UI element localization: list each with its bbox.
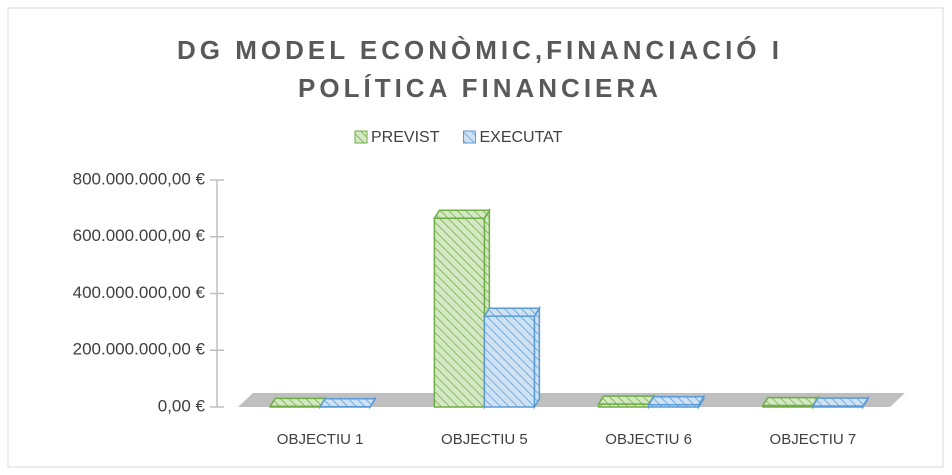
chart-title: POLÍTICA FINANCIERA [298, 73, 662, 103]
x-tick-label: OBJECTIU 5 [441, 431, 528, 448]
chart-title: DG MODEL ECONÒMIC,FINANCIACIÓ I [177, 35, 783, 65]
y-tick-label: 600.000.000,00 € [73, 226, 206, 245]
x-tick-label: OBJECTIU 6 [605, 431, 692, 448]
floor [238, 393, 905, 407]
x-tick-label: OBJECTIU 1 [277, 431, 364, 448]
y-tick-label: 200.000.000,00 € [73, 340, 206, 359]
legend-swatch [462, 130, 476, 144]
bar [269, 405, 321, 408]
bar-top [268, 397, 327, 408]
y-tick-label: 800.000.000,00 € [73, 169, 206, 188]
bar-top [597, 395, 655, 405]
bar [597, 403, 650, 408]
legend-swatch [354, 130, 368, 144]
bar-top [483, 307, 541, 317]
y-tick-label: 0,00 € [158, 396, 206, 415]
bar-top [811, 397, 870, 407]
y-tick-label: 400.000.000,00 € [73, 283, 206, 302]
bar-top [318, 397, 377, 408]
bar [433, 217, 486, 408]
bar [762, 404, 814, 408]
x-tick-label: OBJECTIU 7 [770, 431, 857, 448]
bar-top [761, 396, 820, 407]
bar [647, 403, 700, 408]
legend-label: EXECUTAT [479, 129, 562, 146]
bar [483, 315, 536, 408]
bar-top [433, 209, 491, 220]
bar-top [647, 395, 705, 406]
legend-label: PREVIST [371, 129, 440, 146]
bar [812, 405, 864, 408]
